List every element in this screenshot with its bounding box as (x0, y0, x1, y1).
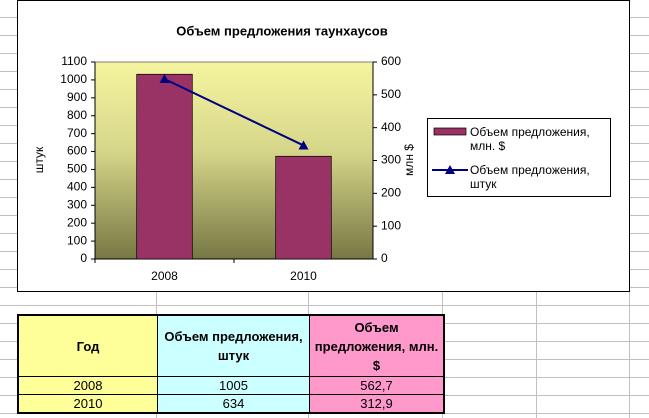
cell: 2008 (17, 376, 158, 395)
data-table: Год Объем предложения, штук Объем предло… (17, 314, 445, 414)
table-header: Год Объем предложения, штук Объем предло… (17, 314, 445, 377)
y-tick-label: 400 (67, 180, 87, 194)
x-tick-label: 2008 (151, 269, 178, 283)
legend-label: Объем предложения, штук (470, 163, 590, 191)
y-tick-label: 500 (67, 162, 87, 176)
cell: 312,9 (309, 394, 445, 414)
y2-tick-label: 400 (381, 120, 401, 134)
legend-label: Объем предложения, млн. $ (470, 125, 590, 153)
y-tick-label: 1000 (60, 72, 87, 86)
y2-tick-label: 100 (381, 218, 401, 232)
legend-marker (445, 165, 455, 174)
y2-tick-label: 600 (381, 54, 401, 68)
cell: 1005 (157, 376, 310, 395)
y2-tick-label: 200 (381, 186, 401, 200)
y2-tick-label: 0 (381, 251, 388, 265)
y2-axis-title: млн $ (402, 144, 416, 176)
chart-title: Объем предложения таунхаусов (176, 23, 387, 38)
header-cell: Объем предложения, штук (157, 314, 310, 377)
legend-key (433, 127, 467, 136)
header-cell: Объем предложения, млн. $ (309, 314, 445, 377)
y-tick-label: 800 (67, 108, 87, 122)
line (164, 78, 304, 147)
y2-tick-label: 300 (381, 153, 401, 167)
line-marker (159, 74, 170, 84)
y-tick-label: 200 (67, 215, 87, 229)
y-tick-label: 900 (67, 90, 87, 104)
table-row: 2010 634 312,9 (17, 394, 445, 414)
y-tick-label: 1100 (61, 54, 87, 68)
bar (136, 73, 193, 260)
y-tick-label: 0 (80, 251, 87, 265)
legend-key (432, 165, 468, 174)
header-cell: Год (17, 314, 158, 377)
y-tick-label: 600 (67, 144, 87, 158)
bar (275, 155, 332, 260)
legend-swatch (433, 127, 467, 136)
y-tick-label: 100 (67, 233, 87, 247)
cell: 562,7 (309, 376, 445, 395)
line-marker (298, 140, 309, 150)
y-axis-title: штук (32, 146, 46, 173)
y2-tick-label: 500 (381, 87, 401, 101)
y-tick-label: 300 (67, 197, 87, 211)
y-tick-label: 700 (67, 126, 87, 140)
x-tick-label: 2010 (290, 269, 317, 283)
cell: 2010 (17, 394, 158, 414)
cell: 634 (157, 394, 310, 414)
table-row: 2008 1005 562,7 (17, 376, 445, 395)
legend: Объем предложения, млн. $ Объем предложен… (427, 118, 611, 197)
